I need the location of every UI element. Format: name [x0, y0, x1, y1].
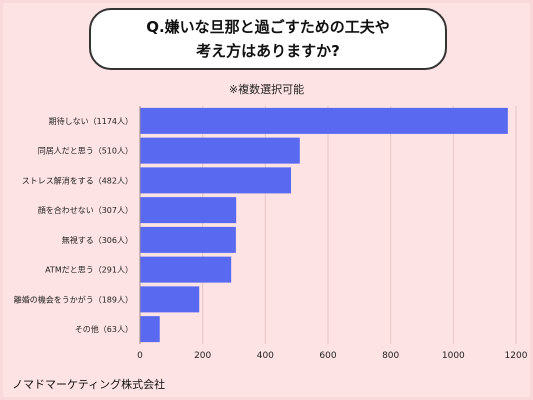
- bar-3: [140, 197, 237, 224]
- category-label-7: その他（63人）: [75, 324, 133, 334]
- category-label-3: 顔を合わせない（307人）: [38, 205, 133, 215]
- x-tick-label-2: 400: [257, 351, 274, 361]
- question-title-line-2: 考え方はありますか?: [196, 42, 340, 60]
- x-tick-label-1: 200: [194, 351, 211, 361]
- question-title-box: Q.嫌いな旦那と過ごすための工夫や 考え方はありますか?: [89, 8, 447, 70]
- multiple-choice-note: ※複数選択可能: [228, 83, 305, 96]
- x-tick-label-3: 600: [319, 351, 336, 361]
- x-tick-label-6: 1200: [505, 351, 528, 361]
- category-label-1: 同居人だと思う（510人）: [38, 147, 133, 156]
- bar-1: [140, 137, 300, 164]
- x-tick-label-0: 0: [137, 351, 143, 361]
- x-tick-label-4: 800: [382, 351, 399, 361]
- question-title-line-1: Q.嫌いな旦那と過ごすための工夫や: [146, 18, 390, 36]
- company-name: ノマドマーケティング株式会社: [12, 378, 166, 391]
- category-label-0: 期待しない（1174人）: [49, 116, 133, 126]
- bar-5: [140, 256, 232, 283]
- category-label-5: ATMだと思う（291人）: [45, 266, 133, 275]
- bar-6: [140, 286, 200, 313]
- category-label-2: ストレス解消をする（482人）: [22, 175, 133, 185]
- bar-2: [140, 167, 292, 194]
- category-label-6: 離婚の機会をうかがう（189人）: [14, 294, 133, 304]
- category-label-4: 無視する（306人）: [62, 235, 133, 245]
- bar-0: [140, 107, 508, 134]
- bar-4: [140, 226, 236, 253]
- bar-7: [140, 316, 160, 343]
- x-tick-label-5: 1000: [442, 351, 465, 361]
